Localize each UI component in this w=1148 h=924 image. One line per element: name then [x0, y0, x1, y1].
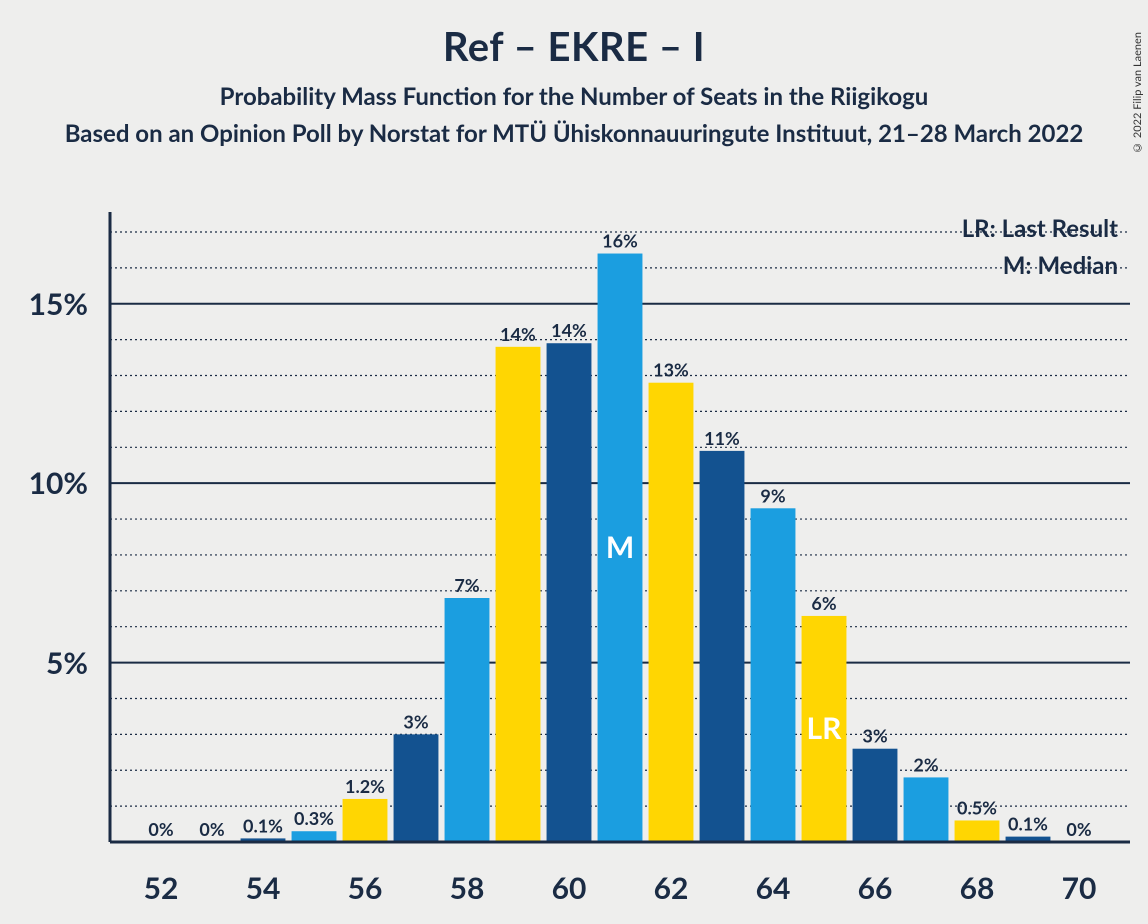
bar-label: 0%: [1066, 818, 1091, 840]
bar-label: 3%: [862, 725, 887, 747]
bar: [955, 820, 1000, 842]
bar-label: 14%: [551, 319, 587, 341]
bar-label: 0%: [148, 818, 173, 840]
bar-label: 0.3%: [294, 807, 334, 829]
chart-title: Ref – EKRE – I: [0, 22, 1148, 70]
bar-label: 3%: [403, 710, 428, 732]
credit-text: © 2022 Filip van Laenen: [1131, 32, 1144, 154]
x-tick-label: 54: [246, 870, 281, 906]
chart-subtitle: Probability Mass Function for the Number…: [0, 82, 1148, 111]
bar-label: 14%: [500, 323, 536, 345]
bar: [343, 799, 388, 842]
bar: [751, 508, 796, 842]
x-tick-label: 70: [1062, 870, 1097, 906]
bar-label: 0.5%: [957, 796, 997, 818]
y-tick-label: 15%: [8, 286, 88, 322]
chart-subtitle-2: Based on an Opinion Poll by Norstat for …: [0, 119, 1148, 148]
bar-label: 2%: [913, 753, 938, 775]
bar-label: 9%: [760, 484, 785, 506]
bar: [700, 451, 745, 842]
median-marker: M: [606, 529, 634, 565]
x-tick-label: 64: [756, 870, 791, 906]
bar-label: 0.1%: [1008, 813, 1048, 835]
bar-label: 6%: [811, 592, 836, 614]
x-tick-label: 56: [348, 870, 383, 906]
x-tick-label: 66: [858, 870, 893, 906]
bar-label: 1.2%: [345, 775, 385, 797]
bar: [394, 734, 439, 842]
x-tick-label: 62: [654, 870, 689, 906]
y-tick-label: 5%: [8, 645, 88, 681]
bar: [445, 598, 490, 842]
bar-label: 11%: [704, 427, 740, 449]
bar: [547, 343, 592, 842]
x-tick-label: 58: [450, 870, 485, 906]
x-tick-label: 60: [552, 870, 587, 906]
y-tick-label: 10%: [8, 465, 88, 501]
bar-label: 13%: [653, 359, 689, 381]
bar-label: 0.1%: [243, 814, 283, 836]
x-axis-ticks: 52 54 56 58 60 62 64 66 68 70: [100, 860, 1130, 920]
bar-label: 7%: [454, 574, 479, 596]
last-result-marker: LR: [807, 710, 843, 746]
bar: [649, 383, 694, 842]
bar: [853, 749, 898, 842]
x-tick-label: 68: [960, 870, 995, 906]
bar-label: 16%: [602, 230, 638, 252]
bar-label: 0%: [199, 818, 224, 840]
x-tick-label: 52: [144, 870, 179, 906]
bar: [496, 347, 541, 842]
bar: [904, 777, 949, 842]
bar: [292, 831, 337, 842]
pmf-chart: 0% 0% 0.1% 0.3% 1.2% 3% 7% 14% 14% 16% M 13% 11% 9% 6%…: [100, 212, 1130, 852]
